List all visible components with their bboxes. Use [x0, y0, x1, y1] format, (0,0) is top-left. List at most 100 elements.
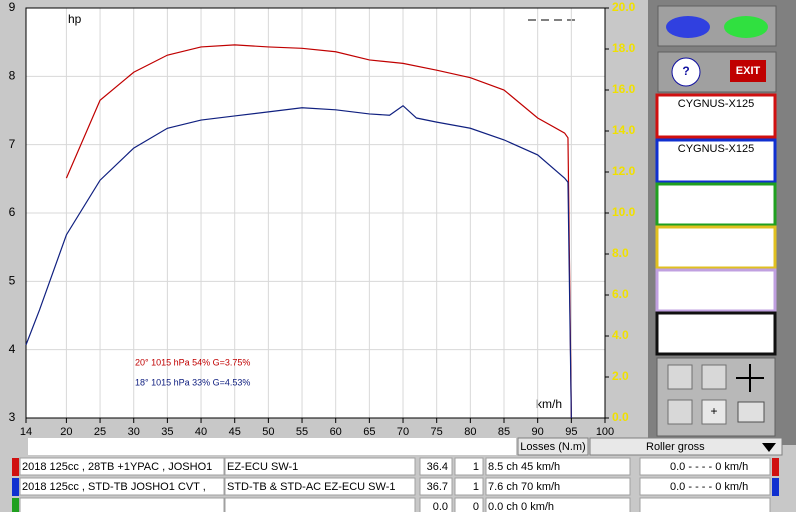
table-cell	[419, 497, 453, 512]
x-tick-label: 75	[431, 426, 443, 438]
table-text: 0.0 - - - - 0 km/h	[670, 481, 748, 493]
table-text: 0.0	[433, 501, 448, 512]
y-tick-label: 9	[9, 0, 16, 14]
table-text: 2018 125cc , 28TB +1YPAC , JOSHO1	[22, 461, 212, 473]
y-tick-label: 3	[9, 410, 16, 424]
table-text: EZ-ECU SW-1	[227, 461, 298, 473]
slot-1[interactable]	[655, 93, 777, 139]
help-glyph: ?	[682, 64, 689, 78]
table-text: 1	[473, 461, 479, 473]
table-cell	[224, 497, 416, 512]
blue-bike-icon	[666, 16, 710, 38]
y-tick-label: 5	[9, 274, 16, 288]
y-axis-label: hp	[68, 12, 82, 26]
x-tick-label: 95	[565, 426, 577, 438]
y2-tick-label: 10.0	[612, 205, 636, 219]
table-cell	[454, 497, 484, 512]
x-tick-label: 65	[363, 426, 375, 438]
x-tick-label: 35	[161, 426, 173, 438]
x-tick-label: 80	[464, 426, 476, 438]
y2-tick-label: 2.0	[612, 369, 629, 383]
pan-button[interactable]	[701, 364, 727, 390]
table-text: 8.5 ch 45 km/h	[488, 461, 560, 473]
table-cell	[454, 457, 484, 476]
green-bike-icon	[724, 16, 768, 38]
losses-label-box	[517, 437, 589, 456]
row-color	[12, 458, 19, 476]
x-axis-label: km/h	[536, 397, 562, 411]
add-button[interactable]	[701, 399, 727, 425]
x-tick-label: 55	[296, 426, 308, 438]
table-cell	[485, 477, 631, 496]
y-tick-label: 6	[9, 205, 16, 219]
slot-2[interactable]	[655, 138, 777, 184]
table-cell	[639, 497, 771, 512]
y-tick-label: 7	[9, 137, 16, 151]
x-tick-label: 40	[195, 426, 207, 438]
y2-tick-label: 8.0	[612, 246, 629, 260]
x-tick-label: 60	[330, 426, 342, 438]
table-cell	[485, 497, 631, 512]
annotation: 18° 1015 hPa 33% G=4.53%	[135, 377, 250, 387]
slot-4[interactable]	[655, 225, 777, 270]
x-tick-label: 85	[498, 426, 510, 438]
x-tick-label: 14	[20, 426, 32, 438]
y2-tick-label: 16.0	[612, 82, 636, 96]
legend-entry: CYGNUS-X125	[678, 143, 754, 155]
zoom-button[interactable]	[667, 364, 693, 390]
series-line	[25, 104, 572, 419]
x-tick-label: 45	[229, 426, 241, 438]
exit-icon[interactable]	[730, 60, 766, 82]
losses-label: Losses (N.m)	[520, 441, 585, 453]
curve-button[interactable]	[667, 399, 693, 425]
y2-tick-label: 4.0	[612, 328, 629, 342]
table-cell	[454, 477, 484, 496]
row-color	[12, 478, 19, 496]
slot-5[interactable]	[655, 268, 777, 313]
row-color	[772, 458, 779, 476]
table-cell	[639, 477, 771, 496]
roller-select[interactable]	[589, 437, 783, 456]
x-tick-label: 100	[596, 426, 614, 438]
table-cell	[224, 477, 416, 496]
table-cell	[224, 457, 416, 476]
roller-label: Roller gross	[646, 441, 705, 453]
x-tick-label: 70	[397, 426, 409, 438]
y2-tick-label: 20.0	[612, 0, 636, 14]
table: 2018 125cc , 28TB +1YPAC , JOSHO1 EZ-ECU …	[12, 457, 779, 512]
plot	[25, 7, 609, 423]
y2-tick-label: 6.0	[612, 287, 629, 301]
table-text: 0.0 ch 0 km/h	[488, 501, 554, 512]
help-icon[interactable]	[671, 57, 701, 87]
x-tick-label: 20	[60, 426, 72, 438]
table-text: 0.0 - - - - 0 km/h	[670, 461, 748, 473]
annotation: 20° 1015 hPa 54% G=3.75%	[135, 357, 250, 367]
add-glyph: +	[710, 404, 717, 418]
y-tick-label: 4	[9, 342, 16, 356]
plot-frame	[25, 7, 606, 419]
dropdown-arrow[interactable]	[762, 443, 776, 452]
table-text: 1	[473, 481, 479, 493]
table-text: 36.4	[427, 461, 448, 473]
table-cell	[639, 457, 771, 476]
series-line	[65, 44, 572, 419]
move-button[interactable]	[736, 364, 764, 392]
comment-field[interactable]	[28, 438, 516, 455]
x-tick-label: 25	[94, 426, 106, 438]
slot-6[interactable]	[655, 311, 777, 356]
table-cell	[19, 477, 225, 496]
table-cell	[419, 477, 453, 496]
x-tick-label: 50	[262, 426, 274, 438]
x-tick-label: 30	[128, 426, 140, 438]
y2-tick-label: 0.0	[612, 410, 629, 424]
print-button[interactable]	[737, 401, 765, 423]
y2-tick-label: 12.0	[612, 164, 636, 178]
table-text: 7.6 ch 70 km/h	[488, 481, 560, 493]
table-cell	[19, 497, 225, 512]
table-cell	[419, 457, 453, 476]
y2-tick-label: 18.0	[612, 41, 636, 55]
slot-3[interactable]	[655, 182, 777, 227]
table-cell	[485, 457, 631, 476]
table-text: 2018 125cc , STD-TB JOSHO1 CVT ,	[22, 481, 206, 493]
